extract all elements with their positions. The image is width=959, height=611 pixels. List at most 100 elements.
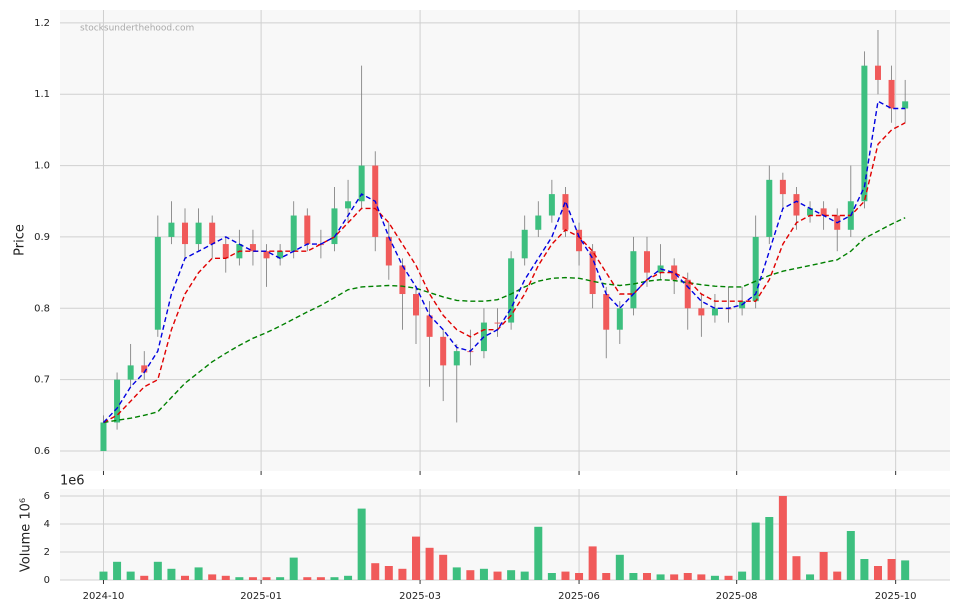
volume-bar: [330, 577, 339, 580]
candle-body: [643, 251, 650, 273]
candle-body: [290, 215, 297, 252]
offset-label: 1e6: [60, 474, 85, 489]
candle-body: [399, 265, 406, 295]
y-tick-label: 0.8: [34, 303, 50, 314]
candle-body: [589, 251, 596, 295]
candle-body: [263, 251, 270, 259]
volume-bar: [126, 571, 135, 580]
volume-bar: [316, 577, 325, 580]
volume-bar: [153, 561, 162, 580]
volume-bar: [235, 577, 244, 580]
y-tick-label: 4: [44, 519, 50, 530]
volume-bar: [262, 577, 271, 580]
volume-bar: [642, 573, 651, 580]
volume-bar: [860, 559, 869, 580]
candle-body: [874, 65, 881, 80]
candle-body: [548, 194, 555, 216]
y-tick-label: 0.6: [34, 446, 50, 457]
candle-body: [820, 208, 827, 216]
candle-body: [671, 265, 678, 280]
volume-bar: [629, 573, 638, 580]
moving-average: [103, 217, 906, 424]
volume-bar: [520, 571, 529, 580]
candle-body: [535, 215, 542, 230]
volume-bar: [670, 574, 679, 580]
candle-body: [249, 244, 256, 252]
candle-body: [630, 251, 637, 309]
volume-bar: [765, 517, 774, 580]
volume-bar: [194, 567, 203, 580]
candle-body: [684, 279, 691, 309]
y-tick-label: 0.7: [34, 375, 50, 386]
volume-bar: [452, 567, 461, 580]
volume-panel: [60, 489, 950, 580]
candle-body: [154, 236, 161, 330]
candle-body: [127, 365, 134, 380]
volume-bar: [778, 496, 787, 580]
volume-bar: [140, 575, 149, 580]
y-tick-label: 2: [44, 547, 50, 558]
volume-bar: [344, 575, 353, 580]
volume-bar: [751, 522, 760, 580]
volume-bar: [167, 568, 176, 580]
candle-body: [616, 308, 623, 330]
candle-body: [766, 179, 773, 237]
price-panel: [60, 10, 950, 471]
volume-bar: [398, 568, 407, 580]
volume-bar: [615, 554, 624, 580]
candle-body: [100, 422, 107, 452]
volume-bar: [561, 571, 570, 580]
volume-bar: [357, 508, 366, 580]
candle-body: [385, 236, 392, 266]
volume-bar: [602, 573, 611, 580]
candle-body: [902, 101, 909, 109]
y-tick-label: 0: [44, 575, 50, 586]
volume-bar: [425, 547, 434, 580]
volume-bar: [656, 574, 665, 580]
candle-body: [576, 229, 583, 252]
volume-bar: [276, 577, 285, 580]
candle-body: [521, 229, 528, 259]
candle-body: [168, 222, 175, 237]
candle-body: [304, 215, 311, 245]
volume-bar: [289, 557, 298, 580]
candle-body: [209, 222, 216, 245]
x-tick-label: 2025-03: [399, 591, 441, 602]
candle-body: [562, 194, 569, 230]
candle-body: [114, 379, 121, 423]
candle-body: [413, 294, 419, 316]
volume-bar: [575, 573, 584, 580]
volume-bar: [248, 577, 257, 580]
watermark: stocksunderthehood.com: [80, 24, 194, 34]
volume-bar: [738, 571, 747, 580]
volume-bar: [833, 571, 842, 580]
volume-bar: [208, 574, 217, 580]
volume-bar: [819, 552, 828, 580]
volume-bar: [697, 574, 706, 580]
volume-bar: [466, 570, 475, 580]
volume-bar: [439, 554, 448, 580]
candle-body: [711, 308, 718, 316]
x-tick-label: 2025-08: [716, 591, 758, 602]
volume-bar: [792, 556, 801, 580]
x-tick-label: 2025-06: [558, 591, 600, 602]
volume-bar: [534, 526, 543, 580]
volume-bar: [683, 573, 692, 580]
candle-body: [888, 79, 895, 109]
x-tick-label: 2025-10: [875, 591, 917, 602]
y-tick-label: 1.2: [34, 18, 50, 29]
candle-body: [861, 65, 868, 202]
x-tick-label: 2025-01: [240, 591, 282, 602]
volume-bar: [479, 568, 488, 580]
volume-bar: [371, 563, 380, 580]
x-tick-label: 2024-10: [83, 591, 125, 602]
volume-bar: [113, 561, 122, 580]
volume-bar: [507, 570, 516, 580]
candle-body: [222, 244, 229, 259]
volume-bar: [873, 566, 882, 580]
candle-body: [277, 251, 284, 259]
volume-bar: [99, 571, 108, 580]
volume-bar: [303, 577, 312, 580]
volume-bar: [846, 531, 855, 580]
